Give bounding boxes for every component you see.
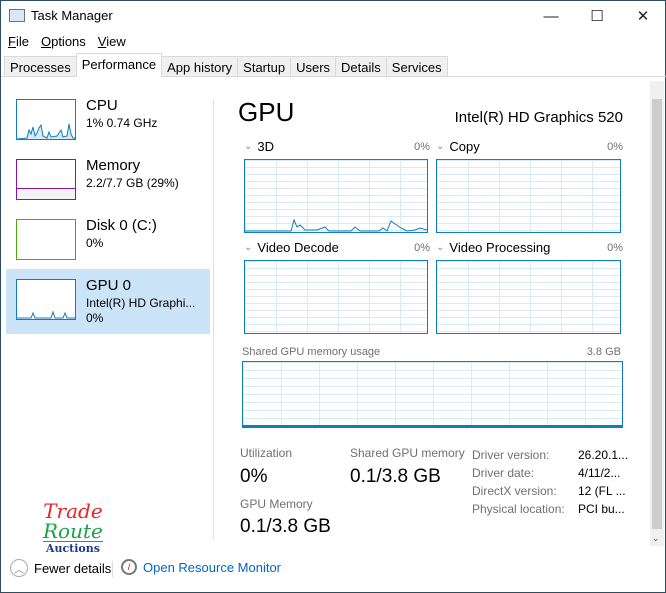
disk-value: 0% [86, 236, 104, 250]
task-manager-icon [9, 9, 25, 22]
disk-label: Disk 0 (C:) [86, 217, 157, 234]
disk-thumbnail-graph [16, 219, 76, 260]
engine-copy-header[interactable]: ⌄ Copy 0% [436, 139, 623, 154]
shared-memory-graph-label: Shared GPU memory usage [242, 346, 381, 358]
driver-info: Driver version: Driver date: DirectX ver… [472, 446, 565, 518]
footer-divider [112, 561, 113, 577]
tab-details[interactable]: Details [335, 56, 387, 77]
engine-3d-graph [244, 159, 428, 233]
engine-label: Video Processing [449, 240, 551, 255]
menu-view[interactable]: View [97, 34, 126, 49]
close-button[interactable]: ✕ [636, 8, 650, 25]
sidebar-item-memory[interactable]: Memory 2.2/7.7 GB (29%) [6, 156, 210, 220]
gpu-memory-value: 0.1/3.8 GB [240, 516, 331, 537]
engine-pct: 0% [414, 140, 430, 153]
chevron-down-icon: ⌄ [436, 242, 445, 253]
gpu-value: 0% [86, 311, 104, 325]
tab-startup[interactable]: Startup [237, 56, 292, 77]
driver-date-value: 4/11/2... [578, 466, 621, 480]
page-title: GPU [238, 97, 295, 127]
tab-performance[interactable]: Performance [75, 53, 163, 77]
utilization-value: 0% [240, 466, 268, 487]
engine-pct: 0% [607, 140, 623, 153]
trade-route-watermark-logo: Trade Route Auctions [43, 501, 103, 555]
gpu-label: GPU 0 [86, 277, 132, 294]
gpu-thumbnail-graph [16, 279, 76, 320]
gpu-memory-label: GPU Memory [240, 497, 313, 511]
tab-users[interactable]: Users [290, 56, 337, 77]
tab-processes[interactable]: Processes [4, 56, 77, 77]
sidebar-item-cpu[interactable]: CPU 1% 0.74 GHz [6, 96, 210, 160]
directx-version-label: DirectX version: [472, 484, 557, 498]
engine-copy-graph [436, 159, 621, 233]
sidebar-item-gpu[interactable]: GPU 0 Intel(R) HD Graphi... 0% [6, 269, 210, 334]
chevron-down-icon: ⌄ [244, 242, 253, 253]
shared-memory-label: Shared GPU memory [350, 446, 465, 460]
shared-memory-value: 0.1/3.8 GB [350, 466, 441, 487]
physical-location-value: PCI bu... [578, 502, 625, 516]
engine-pct: 0% [607, 241, 623, 254]
fewer-details-button[interactable]: ︿ Fewer details [10, 559, 111, 577]
fewer-details-label: Fewer details [34, 560, 112, 576]
chevron-down-icon: ⌄ [244, 141, 253, 152]
panel-divider [213, 99, 214, 539]
cpu-label: CPU [86, 97, 118, 114]
menu-file[interactable]: File [8, 34, 29, 49]
shared-memory-graph [242, 361, 623, 428]
engine-3d-header[interactable]: ⌄ 3D 0% [244, 139, 430, 154]
memory-label: Memory [86, 157, 141, 174]
watermark-line-1: Trade [43, 499, 103, 523]
physical-location-label: Physical location: [472, 502, 565, 516]
memory-value: 2.2/7.7 GB (29%) [86, 176, 179, 190]
chevron-up-icon: ︿ [10, 559, 28, 577]
tab-app-history[interactable]: App history [161, 56, 239, 77]
menu-options[interactable]: Options [40, 34, 86, 49]
driver-date-label: Driver date: [472, 466, 535, 480]
gpu-device: Intel(R) HD Graphi... [86, 296, 196, 310]
engine-video-decode-header[interactable]: ⌄ Video Decode 0% [244, 240, 430, 255]
maximize-button[interactable]: ☐ [590, 8, 604, 25]
engine-pct: 0% [414, 241, 430, 254]
engine-label: Video Decode [257, 240, 339, 255]
watermark-line-2: Route [43, 519, 103, 543]
engine-label: Copy [449, 139, 480, 154]
open-resource-monitor-label: Open Resource Monitor [143, 559, 282, 575]
title-bar: Task Manager [9, 8, 113, 23]
directx-version-value: 12 (FL ... [578, 484, 626, 498]
driver-version-label: Driver version: [472, 448, 550, 462]
resource-monitor-icon: / [121, 559, 137, 575]
minimize-button[interactable]: — [543, 7, 559, 25]
tab-bar: Processes Performance App history Startu… [4, 53, 448, 77]
cpu-thumbnail-graph [16, 99, 76, 140]
gpu-device-name: Intel(R) HD Graphics 520 [454, 109, 623, 126]
memory-thumbnail-graph [16, 159, 76, 200]
engine-video-processing-graph [436, 260, 621, 334]
shared-memory-max: 3.8 GB [586, 346, 621, 358]
cpu-value: 1% 0.74 GHz [86, 116, 158, 130]
engine-video-processing-header[interactable]: ⌄ Video Processing 0% [436, 240, 623, 255]
chevron-down-icon: ⌄ [436, 141, 445, 152]
window-title: Task Manager [31, 8, 113, 23]
menu-bar: File Options View [8, 34, 126, 49]
watermark-line-3: Auctions [43, 541, 103, 555]
tab-services[interactable]: Services [385, 56, 448, 77]
utilization-label: Utilization [240, 446, 293, 460]
driver-values: 26.20.1... 4/11/2... 12 (FL ... PCI bu..… [578, 446, 628, 518]
engine-label: 3D [257, 139, 275, 154]
scroll-down-icon[interactable]: ⌄ [652, 533, 660, 543]
scrollbar[interactable]: ⌄ [650, 81, 664, 546]
sidebar-item-disk[interactable]: Disk 0 (C:) 0% [6, 216, 210, 280]
open-resource-monitor-link[interactable]: / Open Resource Monitor [121, 559, 281, 575]
scrollbar-thumb[interactable] [652, 99, 662, 529]
driver-version-value: 26.20.1... [578, 448, 629, 462]
engine-video-decode-graph [244, 260, 428, 334]
